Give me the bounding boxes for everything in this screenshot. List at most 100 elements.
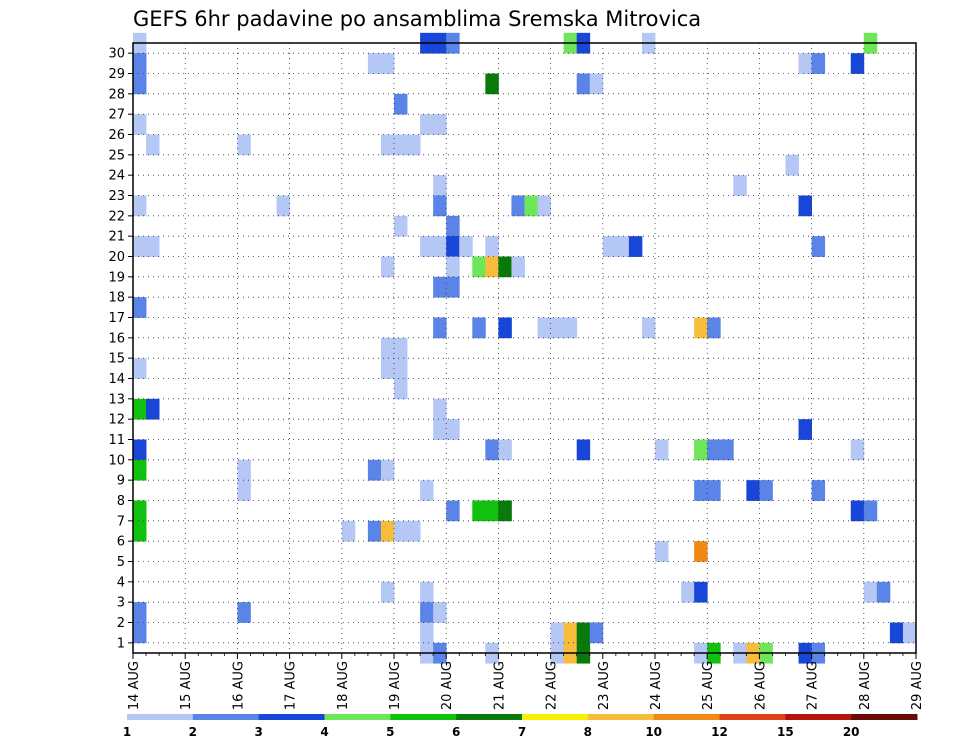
y-tick-label: 2 bbox=[117, 616, 125, 631]
heatmap-cell bbox=[433, 114, 447, 135]
heatmap-cell bbox=[811, 236, 826, 257]
x-tick-label: 29 AUG bbox=[910, 661, 925, 710]
x-tick-label: 19 AUG bbox=[388, 661, 403, 710]
y-tick-label: 20 bbox=[108, 250, 125, 265]
heatmap-cell bbox=[420, 114, 434, 135]
heatmap-cell bbox=[889, 622, 904, 644]
y-tick-label: 8 bbox=[117, 494, 125, 509]
x-tick-label: 24 AUG bbox=[649, 661, 664, 710]
heatmap-cell bbox=[420, 236, 434, 257]
heatmap-cell bbox=[550, 622, 565, 644]
legend-label: 12 bbox=[711, 725, 728, 739]
heatmap-cell bbox=[615, 236, 630, 257]
x-tick-label: 21 AUG bbox=[492, 661, 507, 710]
heatmap-cell bbox=[655, 541, 669, 562]
heatmap-cell bbox=[720, 439, 734, 461]
heatmap-cell bbox=[850, 439, 865, 461]
legend-label: 8 bbox=[584, 725, 592, 739]
x-axis: 14 AUG 15 AUG 16 AUG 17 AUG 18 AUG 19 AUG 20 A… bbox=[127, 653, 925, 710]
heatmap-cell bbox=[380, 53, 395, 74]
x-tick-label: 27 AUG bbox=[806, 661, 821, 710]
legend-label: 20 bbox=[843, 725, 860, 739]
heatmap-cell bbox=[420, 622, 434, 644]
heatmap-cell bbox=[811, 480, 826, 501]
y-tick-label: 19 bbox=[108, 270, 125, 285]
heatmap-cell bbox=[850, 500, 865, 522]
y-tick-label: 11 bbox=[108, 433, 125, 448]
heatmap-cell bbox=[133, 500, 147, 522]
legend-label: 15 bbox=[777, 725, 794, 739]
y-tick-label: 27 bbox=[108, 108, 125, 123]
heatmap-cell bbox=[485, 500, 499, 522]
legend-label: 6 bbox=[452, 725, 460, 739]
y-tick-label: 10 bbox=[108, 453, 125, 468]
x-tick-label: 26 AUG bbox=[753, 661, 768, 710]
y-tick-label: 16 bbox=[108, 331, 125, 346]
heatmap-cell bbox=[433, 317, 447, 339]
y-tick-label: 3 bbox=[117, 596, 125, 611]
y-tick-label: 17 bbox=[108, 311, 125, 326]
heatmap-cell bbox=[394, 93, 408, 115]
heatmap-cell bbox=[146, 398, 160, 420]
heatmap-cell bbox=[341, 520, 356, 542]
legend-swatch bbox=[851, 714, 918, 720]
heatmap-cell bbox=[380, 256, 395, 278]
heatmap-cell bbox=[485, 236, 499, 257]
heatmap-cell bbox=[641, 317, 656, 339]
legend-label: 5 bbox=[386, 725, 394, 739]
heatmap-cell bbox=[133, 622, 147, 644]
heatmap-cell bbox=[785, 154, 799, 176]
legend-swatch bbox=[127, 714, 194, 720]
heatmap-cell bbox=[420, 602, 434, 623]
heatmap-cell bbox=[394, 215, 408, 237]
heatmap-cell bbox=[367, 520, 382, 542]
heatmap-cell bbox=[681, 581, 695, 603]
heatmap-cell bbox=[694, 541, 708, 562]
heatmap-cell bbox=[694, 439, 708, 461]
chart-title: GEFS 6hr padavine po ansamblima Sremska … bbox=[133, 7, 701, 31]
heatmap-cell bbox=[237, 459, 251, 481]
heatmap-cell bbox=[472, 500, 486, 522]
y-axis: 1234567891011121314151617181920212223242… bbox=[108, 47, 133, 651]
heatmap-cell bbox=[446, 256, 460, 278]
heatmap-cell bbox=[876, 581, 891, 603]
x-tick-label: 20 AUG bbox=[440, 661, 455, 710]
heatmap-cell bbox=[446, 215, 460, 237]
heatmap-cell bbox=[576, 622, 591, 644]
x-tick-label: 28 AUG bbox=[858, 661, 873, 710]
y-tick-label: 5 bbox=[117, 555, 125, 570]
legend-swatch bbox=[192, 714, 260, 720]
heatmap-cell bbox=[655, 439, 669, 461]
heatmap-cell bbox=[589, 622, 604, 644]
heatmap-cell bbox=[446, 500, 460, 522]
heatmap-cell bbox=[394, 378, 408, 400]
heatmap-cell bbox=[407, 134, 421, 156]
legend-label: 4 bbox=[320, 725, 328, 739]
x-tick-label: 18 AUG bbox=[336, 661, 351, 710]
y-tick-label: 28 bbox=[108, 87, 125, 102]
heatmap-cell bbox=[694, 480, 708, 501]
heatmap-cell bbox=[380, 358, 395, 379]
heatmap-cell bbox=[576, 73, 591, 95]
heatmap-cell bbox=[380, 134, 395, 156]
y-tick-label: 9 bbox=[117, 474, 125, 489]
legend-swatch bbox=[587, 714, 655, 720]
heatmap-cell bbox=[380, 459, 395, 481]
heatmap-cell bbox=[850, 53, 865, 74]
heatmap-cell bbox=[798, 195, 812, 217]
legend-label: 2 bbox=[189, 725, 197, 739]
heatmap-cell bbox=[550, 317, 565, 339]
heatmap-cell bbox=[863, 581, 878, 603]
x-tick-label: 23 AUG bbox=[597, 661, 612, 710]
y-tick-label: 14 bbox=[108, 372, 125, 387]
heatmap-cell bbox=[602, 236, 617, 257]
heatmap-cell bbox=[237, 480, 251, 501]
x-tick-label: 15 AUG bbox=[179, 661, 194, 710]
heatmap-cell bbox=[433, 602, 447, 623]
legend-label: 7 bbox=[518, 725, 526, 739]
color-legend: 1 2 3 4 5 6 7 8 10 12 15 20 bbox=[123, 714, 918, 739]
heatmap-cell bbox=[133, 358, 147, 379]
heatmap-cell bbox=[537, 317, 551, 339]
y-tick-label: 4 bbox=[117, 575, 125, 590]
heatmap-cell bbox=[472, 317, 486, 339]
